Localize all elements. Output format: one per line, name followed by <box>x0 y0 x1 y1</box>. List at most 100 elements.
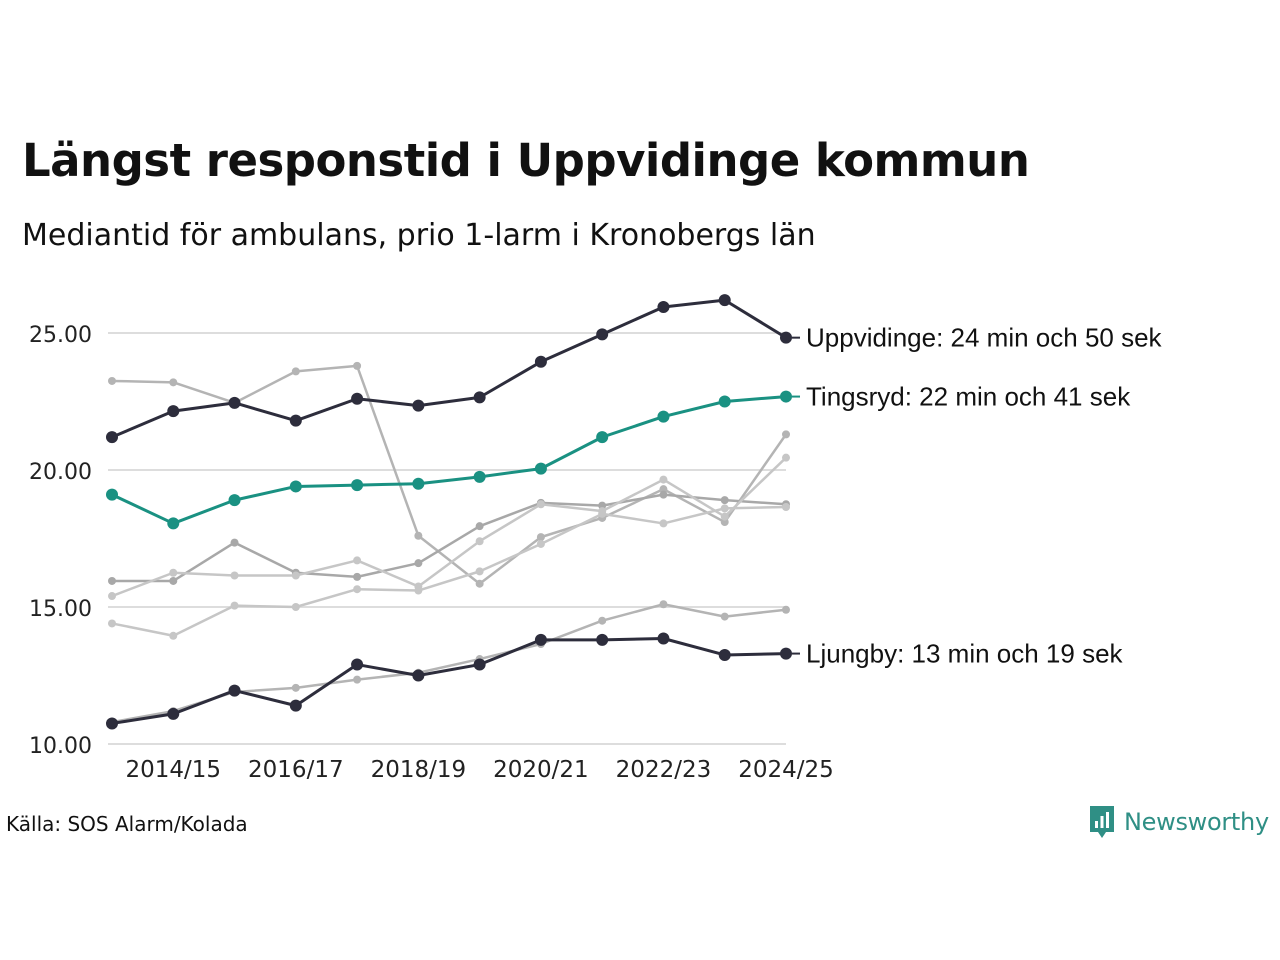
x-tick-label: 2020/21 <box>493 757 589 783</box>
data-point <box>718 294 731 307</box>
data-point <box>106 431 118 444</box>
series-line <box>110 493 788 583</box>
data-point <box>473 470 486 483</box>
data-point <box>167 707 180 720</box>
x-tick-label: 2024/25 <box>738 757 834 783</box>
data-point <box>106 488 118 501</box>
series-group <box>106 294 792 730</box>
data-point <box>657 632 670 645</box>
data-point <box>353 675 362 684</box>
data-point <box>475 522 484 531</box>
data-point <box>782 453 790 462</box>
data-point <box>659 475 668 484</box>
series-vrig-kommun-a <box>108 361 790 588</box>
data-point <box>291 571 300 580</box>
series-uppvidinge <box>106 294 792 444</box>
data-point <box>353 556 362 565</box>
data-point <box>289 480 302 493</box>
data-point <box>475 579 484 588</box>
data-point <box>659 485 668 494</box>
chart-title: Längst responstid i Uppvidinge kommun <box>22 134 1030 187</box>
data-point <box>414 559 423 568</box>
chart-subtitle: Mediantid för ambulans, prio 1-larm i Kr… <box>22 218 816 253</box>
data-point <box>475 537 484 546</box>
data-point <box>720 496 729 505</box>
data-point <box>780 390 792 403</box>
data-point <box>289 699 302 712</box>
data-point <box>353 572 362 581</box>
data-point <box>596 431 609 444</box>
series-label-uppvidinge: Uppvidinge: 24 min och 50 sek <box>806 323 1163 353</box>
data-point <box>169 378 178 387</box>
y-axis-ticks: 10.00 15.00 20.00 25.00 <box>29 323 92 759</box>
data-point <box>106 717 118 730</box>
data-point <box>351 392 364 405</box>
data-point <box>291 683 300 692</box>
data-point <box>534 355 547 368</box>
data-point <box>659 490 668 499</box>
data-point <box>720 504 729 513</box>
data-point <box>228 684 241 697</box>
brand-logo[interactable]: Newsworthy <box>1088 804 1269 840</box>
data-point <box>657 300 670 313</box>
data-point <box>291 603 300 611</box>
data-point <box>720 518 729 527</box>
series-ljungby <box>106 632 792 730</box>
data-point <box>536 533 545 542</box>
data-point <box>228 494 241 507</box>
data-point <box>780 647 792 660</box>
data-point <box>108 619 116 628</box>
data-point <box>228 396 241 409</box>
series-labels: Ljungby: 13 min och 19 sek Tingsryd: 22 m… <box>792 323 1163 669</box>
data-point <box>534 633 547 646</box>
source-note: Källa: SOS Alarm/Kolada <box>6 812 248 836</box>
y-tick-label: 20.00 <box>29 460 92 485</box>
series-vrig-kommun-b <box>108 490 790 585</box>
x-tick-label: 2014/15 <box>125 757 221 783</box>
data-point <box>230 571 239 580</box>
series-vrig-kommun-d <box>108 502 790 640</box>
data-point <box>230 601 239 610</box>
series-label-tingsryd: Tingsryd: 22 min och 41 sek <box>806 382 1131 412</box>
data-point <box>167 517 180 530</box>
data-point <box>598 509 607 518</box>
data-point <box>598 501 607 510</box>
series-vrig-kommun-c <box>108 453 790 601</box>
data-point <box>659 519 668 528</box>
series-line <box>110 637 788 725</box>
data-point <box>782 502 790 511</box>
data-point <box>108 376 116 385</box>
data-point <box>718 395 731 408</box>
data-point <box>596 633 609 646</box>
data-point <box>475 567 484 576</box>
data-point <box>720 512 729 521</box>
newsworthy-logo-icon <box>1090 806 1114 838</box>
data-point <box>108 592 116 601</box>
data-point <box>414 586 423 595</box>
data-point <box>351 479 364 492</box>
data-point <box>230 538 239 547</box>
data-point <box>167 405 180 418</box>
data-point <box>351 658 364 671</box>
data-point <box>720 612 729 621</box>
data-point <box>659 600 668 609</box>
data-point <box>780 331 792 344</box>
series-line <box>110 364 788 585</box>
data-point <box>289 414 302 427</box>
data-point <box>108 576 116 585</box>
series-line <box>110 456 788 598</box>
data-point <box>473 658 486 671</box>
series-tingsryd <box>106 390 792 530</box>
y-tick-label: 25.00 <box>29 323 92 348</box>
series-label-ljungby: Ljungby: 13 min och 19 sek <box>806 639 1124 669</box>
data-point <box>782 430 790 439</box>
data-point <box>596 328 609 341</box>
series-line <box>110 298 788 439</box>
data-point <box>169 576 178 585</box>
series-line <box>110 505 788 638</box>
data-point <box>353 585 362 594</box>
series-line <box>110 603 788 724</box>
data-point <box>657 410 670 423</box>
x-tick-label: 2022/23 <box>616 757 712 783</box>
